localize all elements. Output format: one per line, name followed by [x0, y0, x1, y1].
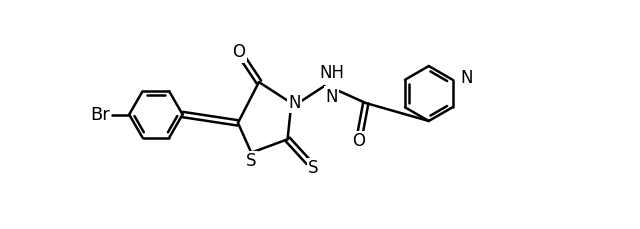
Text: N: N: [460, 69, 473, 87]
Text: S: S: [308, 159, 318, 177]
Text: O: O: [232, 43, 246, 61]
Text: N: N: [288, 94, 301, 112]
Text: S: S: [246, 152, 257, 170]
Text: NH: NH: [319, 64, 344, 82]
Text: N: N: [325, 88, 338, 106]
Text: Br: Br: [90, 106, 109, 123]
Text: O: O: [351, 132, 365, 150]
